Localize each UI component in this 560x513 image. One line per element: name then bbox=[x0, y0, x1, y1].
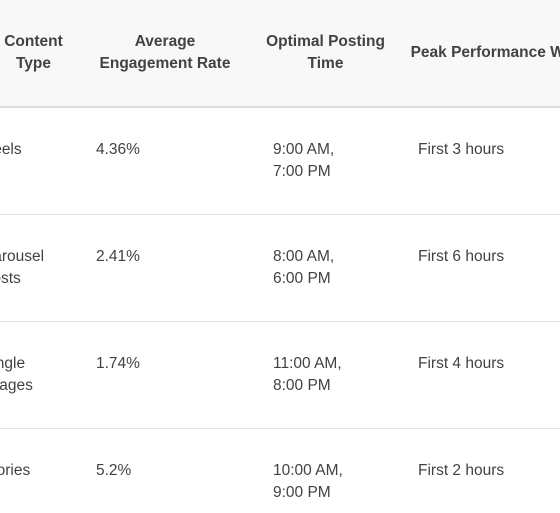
cell-content-type: Carousel Posts bbox=[0, 214, 77, 322]
cell-posting-time: 9:00 AM, 7:00 PM bbox=[253, 107, 398, 215]
cell-content-type: Reels bbox=[0, 107, 77, 215]
table-body: Reels 4.36% 9:00 AM, 7:00 PM First 3 hou… bbox=[0, 107, 560, 513]
table-header: Content Type Average Engagement Rate Opt… bbox=[0, 0, 560, 108]
cell-engagement-rate: 2.41% bbox=[77, 214, 253, 322]
cell-peak-window: First 4 hours bbox=[398, 321, 560, 429]
header-optimal-posting-time: Optimal Posting Time bbox=[253, 0, 398, 108]
header-peak-performance-window: Peak Performance Window bbox=[398, 0, 560, 108]
table-row: Stories 5.2% 10:00 AM, 9:00 PM First 2 h… bbox=[0, 428, 560, 513]
cell-posting-time: 8:00 AM, 6:00 PM bbox=[253, 214, 398, 322]
cell-posting-time: 10:00 AM, 9:00 PM bbox=[253, 428, 398, 513]
table-row: Reels 4.36% 9:00 AM, 7:00 PM First 3 hou… bbox=[0, 107, 560, 215]
cell-posting-time: 11:00 AM, 8:00 PM bbox=[253, 321, 398, 429]
cell-content-type: Stories bbox=[0, 428, 77, 513]
cell-peak-window: First 2 hours bbox=[398, 428, 560, 513]
header-content-type: Content Type bbox=[0, 0, 77, 108]
cell-engagement-rate: 5.2% bbox=[77, 428, 253, 513]
cell-engagement-rate: 4.36% bbox=[77, 107, 253, 215]
header-row: Content Type Average Engagement Rate Opt… bbox=[0, 0, 560, 108]
table-row: Carousel Posts 2.41% 8:00 AM, 6:00 PM Fi… bbox=[0, 214, 560, 322]
cell-engagement-rate: 1.74% bbox=[77, 321, 253, 429]
cell-content-type: Single Images bbox=[0, 321, 77, 429]
header-average-engagement-rate: Average Engagement Rate bbox=[77, 0, 253, 108]
cell-peak-window: First 3 hours bbox=[398, 107, 560, 215]
cell-peak-window: First 6 hours bbox=[398, 214, 560, 322]
table-row: Single Images 1.74% 11:00 AM, 8:00 PM Fi… bbox=[0, 321, 560, 429]
